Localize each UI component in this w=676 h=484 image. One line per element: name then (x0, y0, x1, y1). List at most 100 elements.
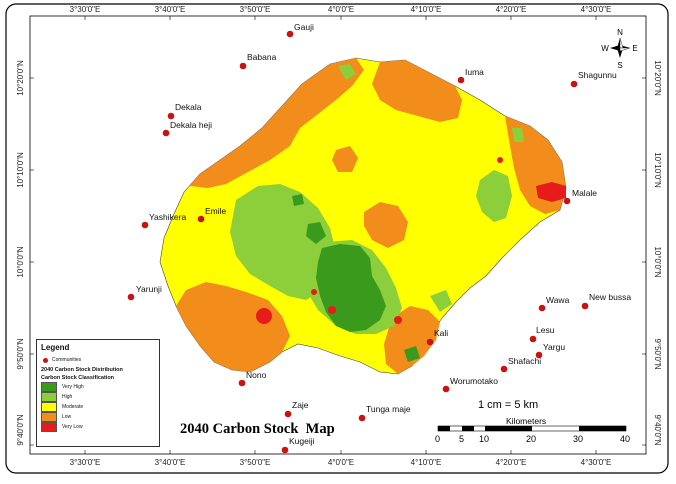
community-dot-worumotako (442, 385, 450, 393)
graticule-ticks (30, 16, 646, 454)
zone-high-east (476, 170, 512, 222)
community-dot-tunga-maje (358, 414, 366, 422)
community-label: Zaje (292, 400, 309, 410)
zone-low-patch (332, 146, 358, 172)
community-label: Lesu (536, 325, 555, 335)
community-dot-dekala (167, 112, 175, 120)
legend-class-label: Moderate (62, 404, 84, 410)
lat-label: 9°40'0"N (653, 414, 662, 445)
lon-label: 4°10'0"E (411, 458, 442, 467)
community-label: Tunga maje (366, 404, 411, 414)
zone-very-low-patch (311, 289, 317, 295)
legend-communities-row: Communities (41, 355, 155, 365)
zone-high-patch (338, 64, 356, 80)
community-label: Kali (434, 328, 448, 338)
community-label: Yashikera (149, 212, 186, 222)
legend-class-row: Very High (41, 382, 155, 392)
scale-tick-label: 0 (435, 434, 441, 444)
legend-swatch-low (41, 412, 57, 422)
community-label: Emile (205, 206, 227, 216)
lon-label: 4°20'0"E (496, 458, 527, 467)
scale-ratio-text: 1 cm = 5 km (478, 399, 539, 411)
map-title: 2040 Carbon Stock Map (180, 421, 335, 437)
community-dot-gauji (286, 30, 294, 38)
lat-label: 9°40'0"N (16, 414, 25, 445)
lon-label: 4°0'0"E (328, 5, 354, 14)
legend-swatch-high (41, 392, 57, 402)
community-dot-kali (426, 338, 434, 346)
longitude-labels-top: 3°30'0"E 3°40'0"E 3°50'0"E 4°0'0"E 4°10'… (70, 5, 612, 14)
zone-low-southwest (176, 282, 290, 372)
community-dot-shagunnu (570, 80, 578, 88)
community-label: Gauji (294, 22, 314, 32)
scale-tick-label: 40 (620, 434, 631, 444)
north-label: N (617, 28, 623, 37)
community-dot-kugeiji (281, 446, 289, 454)
community-dot-icon (43, 357, 48, 363)
scale-tick-label: 10 (479, 434, 490, 444)
legend-class-label: Very Low (62, 424, 83, 430)
legend: Legend Communities 2040 Carbon Stock Dis… (36, 339, 160, 447)
community-label: Worumotako (450, 376, 498, 386)
zone-very-low-patch (256, 308, 272, 324)
lat-label: 10°10'0"N (16, 152, 25, 188)
zone-high-patch (430, 290, 452, 312)
lat-label: 10°20'0"N (16, 60, 25, 96)
latitude-labels-right: 10°20'0"N 10°10'0"N 10°0'0"N 9°50'0"N 9°… (653, 60, 662, 446)
legend-class-row: Moderate (41, 402, 155, 412)
community-dot-emile (197, 215, 205, 223)
community-label: Yargu (543, 342, 565, 352)
community-label: Yarunji (136, 284, 162, 294)
lon-label: 4°20'0"E (496, 5, 527, 14)
zone-very-low-malale (536, 182, 566, 202)
community-label: Dekala heji (170, 120, 212, 130)
latitude-labels-left: 10°20'0"N 10°10'0"N 10°0'0"N 9°50'0"N 9°… (16, 60, 25, 446)
scale-bar (437, 425, 627, 432)
zone-high-patch (512, 128, 524, 142)
legend-swatch-very-high (41, 382, 57, 392)
lat-label: 9°50'0"N (16, 338, 25, 369)
scale-unit-label: Kilometers (506, 416, 547, 426)
zone-very-low-patch (497, 157, 503, 163)
community-label: Shafachi (508, 356, 541, 366)
community-label: Dekala (175, 102, 202, 112)
lon-label: 3°30'0"E (70, 458, 101, 467)
community-dot-wawa (538, 304, 546, 312)
community-dot-malale (563, 197, 571, 205)
lon-label: 4°10'0"E (411, 5, 442, 14)
lon-label: 3°30'0"E (70, 5, 101, 14)
lon-label: 3°50'0"E (240, 458, 271, 467)
zone-low-center (364, 202, 408, 248)
zone-low-northeast (372, 60, 462, 122)
lat-label: 10°0'0"N (653, 246, 662, 277)
community-dot-iuma (457, 76, 465, 84)
zone-low-northwest (184, 58, 364, 192)
legend-swatch-very-low (41, 422, 57, 432)
community-dot-babana (239, 62, 247, 70)
scale-tick-label: 30 (573, 434, 584, 444)
east-label: E (632, 44, 637, 53)
lat-label: 10°20'0"N (653, 60, 662, 96)
north-arrow-icon: N S E W (601, 28, 637, 70)
community-dot-shafachi (500, 365, 508, 373)
community-dots (127, 30, 589, 454)
longitude-labels-bottom: 3°30'0"E 3°40'0"E 3°50'0"E 4°0'0"E 4°10'… (70, 458, 612, 467)
community-dot-yarunji (127, 293, 135, 301)
lon-label: 4°30'0"E (581, 458, 612, 467)
community-label: Iuma (465, 67, 484, 77)
community-dot-yargu (535, 351, 543, 359)
legend-class-label: Low (62, 414, 72, 420)
legend-class-row: High (41, 392, 155, 402)
zone-very-high-patch (292, 194, 304, 206)
community-dot-lesu (529, 335, 537, 343)
lat-label: 9°50'0"N (653, 338, 662, 369)
community-dot-dekala-heji (162, 129, 170, 137)
scale-tick-label: 5 (459, 434, 465, 444)
lon-label: 3°40'0"E (155, 5, 186, 14)
legend-swatch-moderate (41, 402, 57, 412)
community-dot-new-bussa (581, 302, 589, 310)
zone-very-high-patch (404, 346, 420, 362)
legend-class-label: High (62, 394, 73, 400)
